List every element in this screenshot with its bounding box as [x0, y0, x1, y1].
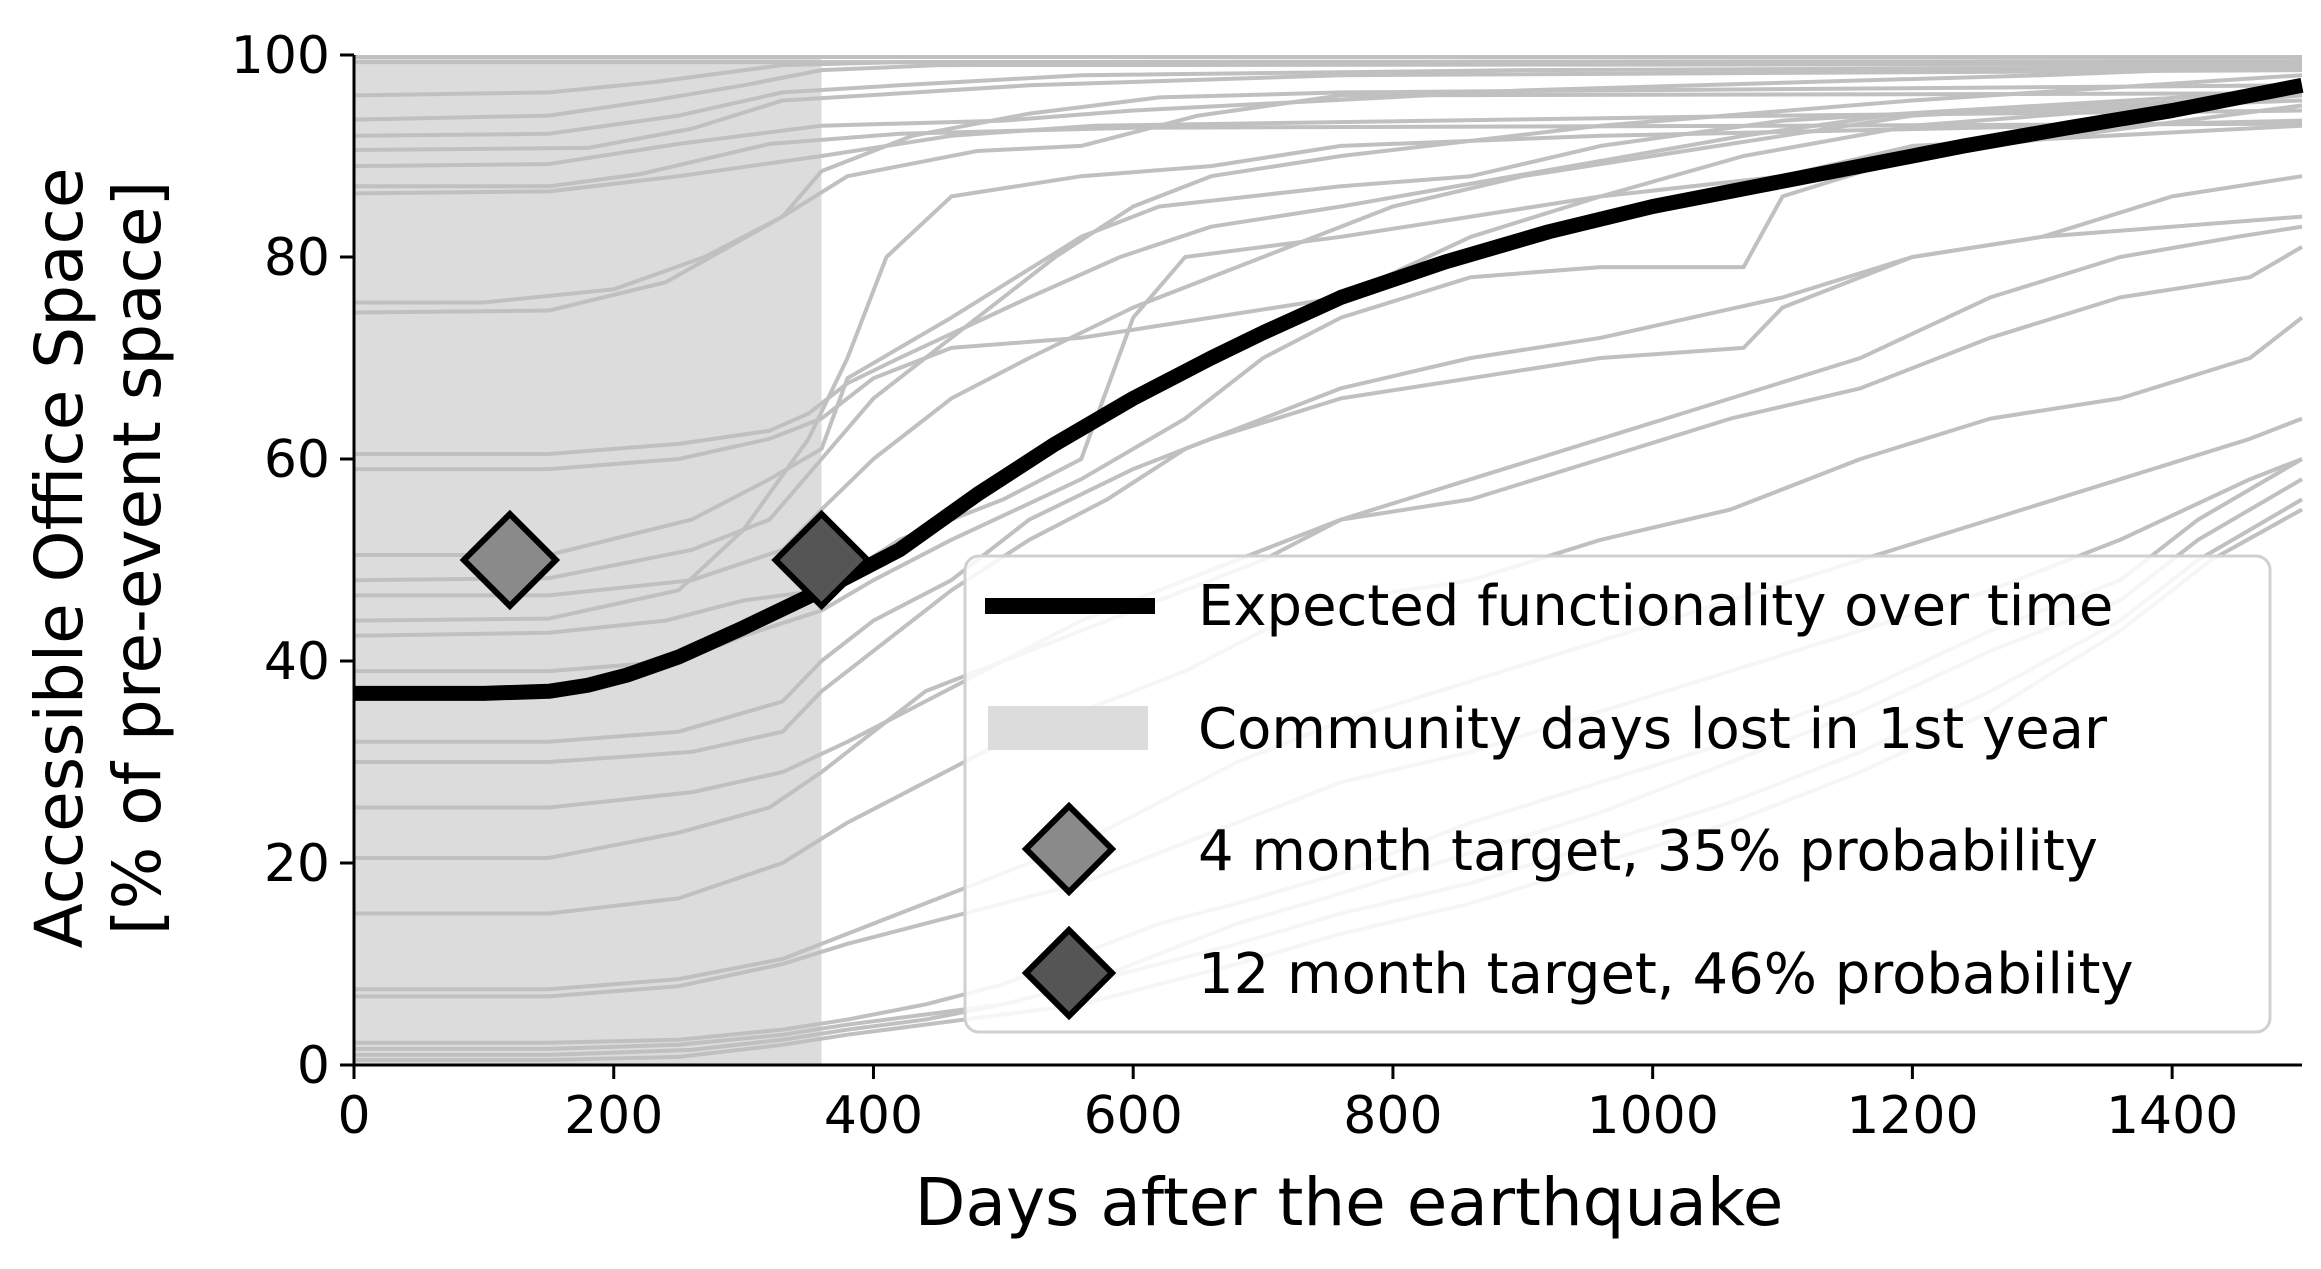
- y-axis-title-line1: Accessible Office Space: [21, 168, 98, 949]
- x-tick-label: 200: [564, 1086, 663, 1146]
- marker-4-month-target: [459, 509, 561, 611]
- realization-line: [354, 93, 2303, 598]
- legend-label-4mo: 4 month target, 35% probability: [1198, 819, 2098, 884]
- y-tick-label: 80: [264, 228, 330, 288]
- realization-line: [353, 63, 2303, 169]
- realization-line: [354, 83, 2303, 305]
- legend: Expected functionality over time Communi…: [963, 554, 2272, 1034]
- axes: [340, 53, 2302, 1079]
- y-tick-label: 100: [231, 26, 330, 86]
- x-tick-label: 0: [337, 1086, 370, 1146]
- realization-line: [353, 65, 2303, 138]
- x-tick-label: 400: [824, 1086, 923, 1146]
- y-axis-title-line2: [% of pre-event space]: [99, 181, 176, 935]
- y-tick-label: 0: [297, 1036, 330, 1096]
- realization-line: [353, 68, 2303, 152]
- shaded-region: [354, 55, 822, 1065]
- realization-line: [353, 73, 2303, 583]
- marker-12-month-target: [771, 509, 872, 611]
- legend-swatch-12mo-marker: [1021, 925, 1117, 1021]
- realization-line: [354, 93, 2303, 472]
- realization-line: [353, 118, 2303, 623]
- legend-label-shaded: Community days lost in 1st year: [1198, 697, 2108, 762]
- x-tick-label: 600: [1084, 1086, 1183, 1146]
- tick-labels: 0 200 400 600 800 1000 1200 1400 0 20 40 60 80 100: [231, 26, 2239, 1146]
- realization-line: [354, 121, 2303, 189]
- legend-swatch-shaded: [988, 706, 1148, 750]
- legend-label-expected: Expected functionality over time: [1198, 574, 2113, 639]
- x-tick-label: 1200: [1846, 1086, 1978, 1146]
- legend-label-12mo: 12 month target, 46% probability: [1198, 942, 2134, 1007]
- target-markers: [459, 509, 872, 611]
- y-tick-label: 40: [264, 632, 330, 692]
- x-tick-label: 1400: [2106, 1086, 2238, 1146]
- y-tick-label: 60: [264, 430, 330, 490]
- x-tick-label: 800: [1343, 1086, 1442, 1146]
- realization-line: [353, 123, 2303, 638]
- y-tick-label: 20: [264, 834, 330, 894]
- legend-swatch-4mo-marker: [1021, 801, 1117, 897]
- expected-functionality-line: [354, 77, 2304, 701]
- realization-line: [353, 59, 2303, 98]
- realization-line: [353, 62, 2303, 122]
- shaded-region-layer: [354, 55, 822, 1065]
- legend-frame: [963, 554, 2272, 1034]
- realization-line: [354, 88, 2303, 557]
- realization-line: [354, 174, 2303, 764]
- realization-line: [354, 214, 2303, 744]
- realization-line: [353, 91, 2303, 315]
- x-tick-label: 1000: [1586, 1086, 1718, 1146]
- x-axis-title: Days after the earthquake: [915, 1164, 1784, 1241]
- expected-line-layer: [354, 77, 2304, 701]
